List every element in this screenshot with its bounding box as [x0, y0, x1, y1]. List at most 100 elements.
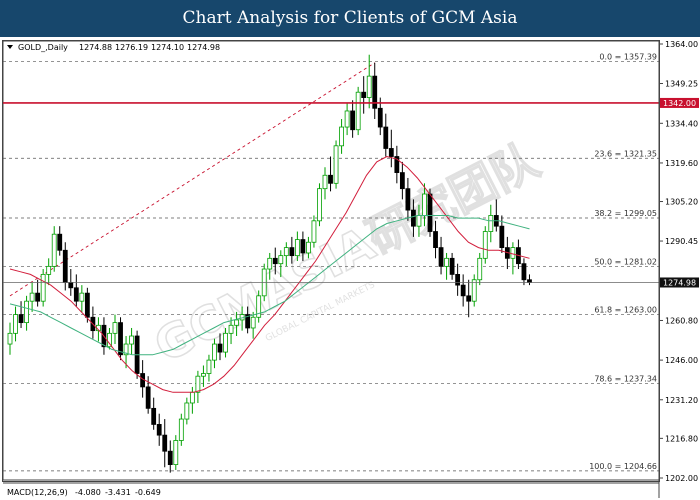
- trendline-layer: [9, 62, 375, 297]
- candle-body: [234, 319, 239, 326]
- candle-body: [455, 273, 461, 286]
- fib-level-label: 38.2 = 1299.05: [594, 209, 657, 218]
- watermark-logo: GCMASIA研究团队 GLOBAL CAPITAL MARKETS: [145, 132, 549, 374]
- resistance-price-tag: [660, 97, 699, 108]
- price-tick-label: 1202.00: [665, 474, 698, 483]
- candle-body: [267, 257, 273, 270]
- candle-body: [201, 373, 206, 377]
- candle-body: [355, 91, 361, 131]
- candle-body: [167, 450, 173, 466]
- candle-body: [328, 174, 333, 184]
- candle-body: [460, 284, 466, 297]
- resistance-price-tag-label: 1342.00: [663, 99, 696, 108]
- candle-body: [350, 110, 356, 131]
- ohlc-open: 1274.88: [79, 43, 112, 52]
- candle-body: [118, 322, 123, 356]
- candle-body: [156, 424, 162, 436]
- candle-body: [46, 265, 52, 275]
- candle-body: [123, 343, 129, 356]
- candle-body: [212, 343, 217, 361]
- fib-level-label: 23.6 = 1321.35: [594, 149, 657, 158]
- candle-body: [178, 418, 184, 441]
- ohlc-close: 1274.98: [187, 43, 220, 52]
- current-price-tag-label: 1274.98: [663, 278, 696, 287]
- price-tick-label: 1364.00: [665, 40, 698, 49]
- macd-header: MACD(12,26,9) -4.080 -3.431 -0.649: [7, 488, 161, 497]
- candle-body: [112, 322, 118, 334]
- candle-body: [322, 174, 328, 190]
- candle-body: [245, 314, 251, 329]
- price-grid: 0.0 = 1357.39 23.6 = 1321.35 38.2 = 1299.0…: [3, 53, 659, 472]
- candle-body: [510, 247, 516, 259]
- candle-body: [129, 335, 134, 345]
- candle-body: [317, 188, 322, 222]
- candle-body: [289, 247, 295, 257]
- macd-histogram-value: -0.649: [135, 488, 161, 497]
- candle-body: [433, 231, 438, 249]
- candle-body: [162, 434, 168, 452]
- candle-body: [388, 148, 394, 157]
- candle-body: [18, 314, 24, 324]
- candle-body: [272, 257, 278, 265]
- ohlc-low: 1274.10: [151, 43, 184, 52]
- candle-body: [482, 231, 488, 259]
- fib-level-label: 50.0 = 1281.02: [594, 257, 657, 266]
- candle-body: [488, 215, 494, 232]
- candle-body: [361, 91, 367, 98]
- current-price-tag: [660, 277, 699, 288]
- macd-main-value: -4.080: [75, 488, 101, 497]
- candle-body: [521, 263, 527, 281]
- price-tick-label: 1260.80: [665, 316, 698, 325]
- fib-level-label: 100.0 = 1204.66: [589, 462, 657, 471]
- price-y-axis: 1364.00 1349.25 1334.40 1319.60 1305.20 1290.…: [658, 40, 699, 498]
- price-tick-label: 1349.25: [665, 80, 698, 89]
- candle-body: [394, 156, 400, 173]
- candle-body: [206, 359, 212, 374]
- candle-body: [73, 287, 79, 302]
- candle-body: [151, 407, 157, 425]
- candle-body: [278, 255, 284, 265]
- candle-body: [7, 332, 13, 345]
- candle-body: [344, 110, 350, 128]
- candle-body: [68, 282, 74, 289]
- price-overlay-layer: [3, 102, 659, 283]
- header-banner: Chart Analysis for Clients of GCM Asia: [0, 0, 700, 37]
- candle-body: [427, 193, 433, 232]
- price-tick-label: 1246.00: [665, 356, 698, 365]
- macd-label: MACD(12,26,9): [7, 488, 68, 497]
- candle-body: [405, 188, 411, 211]
- fib-level-label: 78.6 = 1237.34: [594, 374, 657, 383]
- candle-body: [173, 440, 179, 466]
- candle-body: [35, 292, 41, 302]
- candle-body: [250, 316, 256, 329]
- candle-body: [51, 233, 57, 267]
- candles-layer: [7, 54, 532, 473]
- candle-body: [333, 145, 339, 184]
- candle-body: [256, 295, 262, 318]
- candle-body: [311, 220, 317, 243]
- candle-body: [228, 324, 234, 334]
- macd-signal-value: -3.431: [105, 488, 131, 497]
- candle-body: [184, 402, 190, 420]
- candle-body: [217, 343, 223, 353]
- ohlc-high: 1276.19: [115, 43, 148, 52]
- price-tick-label: 1319.60: [665, 159, 698, 168]
- candle-body: [383, 126, 389, 149]
- candle-body: [40, 273, 46, 302]
- candle-body: [339, 126, 344, 147]
- candle-body: [195, 375, 201, 393]
- candle-body: [377, 107, 383, 128]
- collapse-triangle-icon[interactable]: [7, 45, 13, 49]
- candle-body: [29, 292, 35, 302]
- candle-body: [300, 239, 306, 254]
- candle-body: [527, 279, 532, 283]
- candle-body: [366, 75, 372, 98]
- sma-slow-line: [9, 215, 530, 356]
- banner-title: Chart Analysis for Clients of GCM Asia: [182, 8, 518, 28]
- candle-body: [145, 386, 151, 409]
- chart-symbol: GOLD_,Daily: [18, 43, 68, 52]
- fib-level-label: 61.8 = 1263.00: [594, 306, 657, 315]
- candle-body: [57, 233, 63, 251]
- candle-body: [477, 257, 483, 281]
